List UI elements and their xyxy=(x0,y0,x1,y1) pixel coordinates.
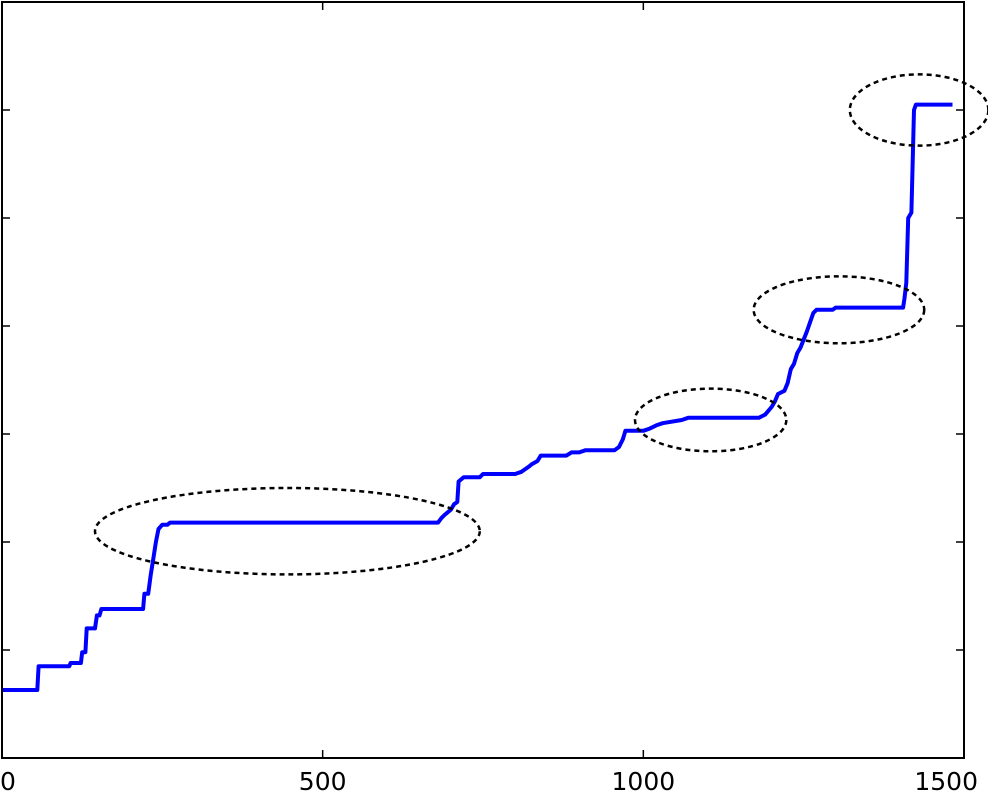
highlight-ellipse-2 xyxy=(752,275,926,345)
x-tick-label-0: 0 xyxy=(0,767,16,794)
x-tick-label-2: 1000 xyxy=(612,767,676,794)
highlight-ellipse-3 xyxy=(848,73,988,147)
plot-frame xyxy=(1,1,965,759)
highlight-ellipse-1 xyxy=(633,387,788,453)
ellipse-annotations xyxy=(93,73,988,576)
x-tick-label-1: 500 xyxy=(299,767,347,794)
x-tick-labels: 0 500 1000 1500 xyxy=(0,767,978,794)
series-line-0 xyxy=(2,102,953,692)
tick-marks xyxy=(1,2,965,758)
series-layer xyxy=(2,102,953,692)
highlight-ellipse-0 xyxy=(93,486,482,576)
x-tick-label-3: 1500 xyxy=(914,767,978,794)
plot-area-background xyxy=(2,2,964,758)
